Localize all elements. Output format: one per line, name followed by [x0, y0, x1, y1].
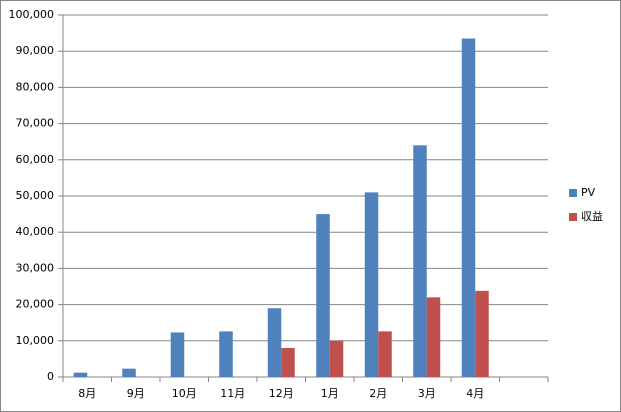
y-tick-label: 70,000 [16, 117, 55, 130]
x-tick-label: 10月 [172, 387, 197, 400]
bar [461, 38, 476, 377]
legend-swatch [569, 189, 577, 197]
bar [281, 348, 295, 377]
bar [73, 372, 88, 377]
x-tick-label: 8月 [78, 387, 96, 400]
legend-label: 収益 [581, 209, 603, 223]
bar [329, 340, 344, 377]
legend-swatch [569, 213, 577, 221]
bar [267, 308, 282, 377]
y-tick-label: 50,000 [16, 189, 55, 202]
bar [170, 332, 185, 377]
x-tick-label: 3月 [418, 387, 436, 400]
bar [378, 331, 392, 377]
x-tick-label: 1月 [321, 387, 339, 400]
bar [316, 214, 330, 377]
y-tick-label: 90,000 [16, 44, 55, 57]
y-tick-label: 80,000 [16, 80, 55, 93]
bar [426, 297, 441, 377]
y-tick-label: 0 [47, 370, 54, 383]
x-tick-label: 11月 [220, 387, 245, 400]
bar [413, 145, 427, 377]
bar [122, 368, 136, 377]
y-tick-label: 100,000 [9, 8, 55, 21]
x-tick-label: 9月 [127, 387, 145, 400]
x-tick-label: 12月 [269, 387, 294, 400]
y-tick-label: 10,000 [16, 334, 55, 347]
y-tick-label: 20,000 [16, 298, 55, 311]
bar [219, 331, 233, 377]
y-tick-label: 40,000 [16, 225, 55, 238]
x-tick-label: 4月 [466, 387, 484, 400]
legend-label: PV [581, 186, 596, 199]
y-tick-label: 60,000 [16, 153, 55, 166]
x-tick-label: 2月 [369, 387, 387, 400]
y-tick-label: 30,000 [16, 261, 55, 274]
bar [364, 192, 379, 377]
bar [475, 290, 489, 377]
